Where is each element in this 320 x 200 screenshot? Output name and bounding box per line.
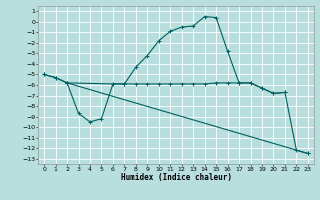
X-axis label: Humidex (Indice chaleur): Humidex (Indice chaleur) — [121, 173, 231, 182]
